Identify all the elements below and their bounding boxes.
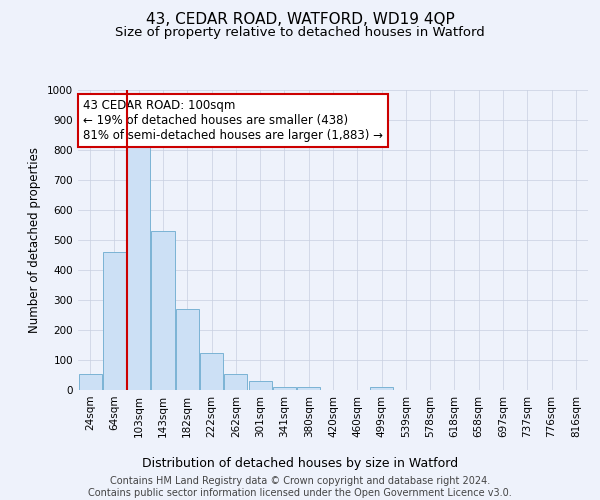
- Bar: [248, 381, 272, 390]
- Bar: [176, 309, 199, 390]
- Bar: [297, 387, 320, 390]
- Bar: [200, 352, 223, 390]
- Text: 43, CEDAR ROAD, WATFORD, WD19 4QP: 43, CEDAR ROAD, WATFORD, WD19 4QP: [146, 12, 454, 28]
- Bar: [79, 374, 101, 390]
- Bar: [370, 387, 393, 390]
- Bar: [224, 374, 247, 390]
- Text: 43 CEDAR ROAD: 100sqm
← 19% of detached houses are smaller (438)
81% of semi-det: 43 CEDAR ROAD: 100sqm ← 19% of detached …: [83, 99, 383, 142]
- Text: Size of property relative to detached houses in Watford: Size of property relative to detached ho…: [115, 26, 485, 39]
- Bar: [151, 231, 175, 390]
- Text: Contains HM Land Registry data © Crown copyright and database right 2024.
Contai: Contains HM Land Registry data © Crown c…: [88, 476, 512, 498]
- Text: Distribution of detached houses by size in Watford: Distribution of detached houses by size …: [142, 458, 458, 470]
- Bar: [127, 147, 150, 390]
- Bar: [103, 252, 126, 390]
- Y-axis label: Number of detached properties: Number of detached properties: [28, 147, 41, 333]
- Bar: [273, 387, 296, 390]
